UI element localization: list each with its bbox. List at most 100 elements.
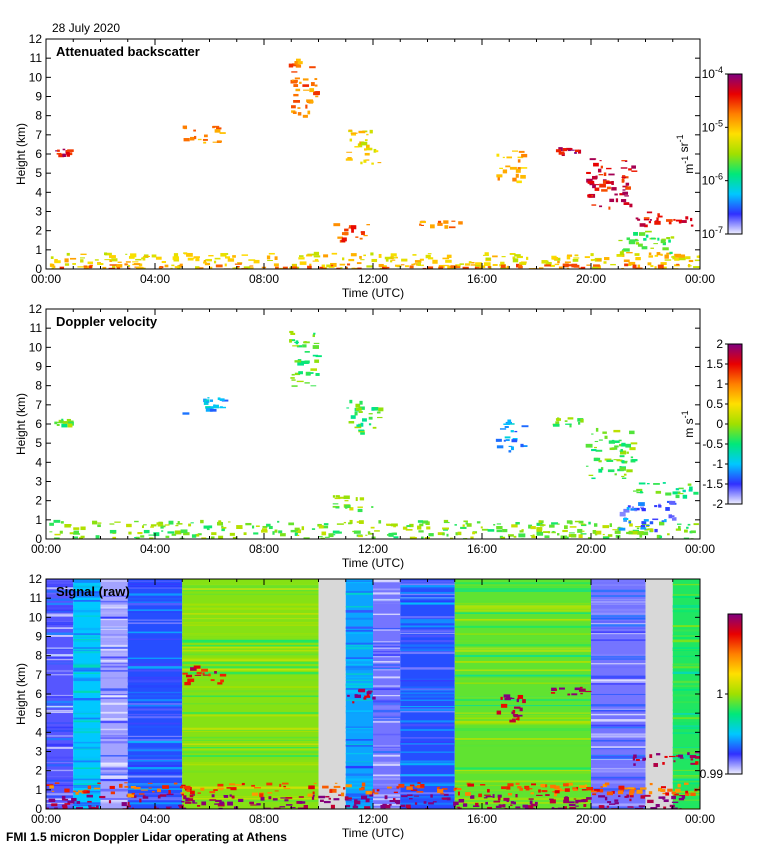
signal-streak [46, 694, 74, 697]
signal-band [318, 579, 346, 809]
signal-streak [454, 676, 591, 678]
data-cell [605, 181, 613, 184]
data-cell [470, 795, 475, 799]
data-cell [197, 138, 202, 141]
data-cell [500, 804, 505, 807]
data-cell [594, 446, 597, 449]
signal-streak [73, 720, 101, 723]
data-cell [671, 807, 678, 809]
signal-streak [345, 766, 373, 769]
data-cell [497, 796, 501, 801]
signal-streak [100, 656, 128, 659]
data-cell [626, 251, 633, 254]
data-cell [206, 258, 213, 262]
data-cell [483, 797, 488, 799]
data-cell [668, 239, 671, 243]
signal-streak [373, 761, 401, 763]
data-cell [698, 255, 700, 259]
data-cell [635, 239, 639, 242]
data-cell [502, 156, 505, 159]
data-cell [374, 792, 379, 795]
data-cell [593, 162, 599, 167]
data-cell [600, 786, 603, 788]
data-cell [157, 524, 164, 527]
signal-streak [591, 681, 646, 684]
signal-streak [591, 617, 646, 620]
data-cell [342, 257, 345, 261]
signal-streak [100, 677, 128, 679]
signal-streak [591, 726, 646, 729]
data-cell [378, 263, 384, 268]
data-cell [359, 237, 363, 240]
data-cell [687, 483, 692, 486]
data-cell [49, 531, 53, 533]
data-cell [414, 260, 422, 263]
data-cell [141, 525, 144, 529]
signal-streak [400, 688, 455, 691]
signal-streak [182, 584, 319, 587]
data-cell [511, 524, 518, 528]
signal-streak [591, 733, 646, 735]
data-cell [128, 255, 135, 259]
data-cell [141, 267, 146, 269]
data-cell [619, 467, 626, 471]
data-cell [504, 436, 511, 439]
data-cell [371, 407, 375, 411]
data-cell [673, 760, 676, 763]
data-cell [188, 523, 192, 527]
data-cell [291, 63, 297, 67]
signal-streak [400, 760, 455, 763]
data-cell [515, 263, 520, 268]
data-cell [580, 524, 587, 527]
signal-streak [73, 719, 101, 721]
data-cell [588, 521, 591, 525]
data-cell [639, 223, 646, 227]
signal-streak [127, 657, 183, 659]
signal-streak [46, 696, 74, 698]
data-cell [620, 199, 627, 203]
signal-streak [345, 644, 373, 647]
data-cell [455, 532, 458, 536]
y-tick-label: 0 [35, 802, 42, 816]
data-cell [552, 423, 560, 427]
data-cell [285, 797, 293, 799]
data-cell [513, 535, 517, 538]
data-cell [554, 263, 560, 266]
data-cell [201, 668, 208, 672]
data-cell [661, 520, 665, 523]
data-cell [272, 531, 275, 535]
data-cell [566, 264, 573, 267]
data-cell [432, 801, 437, 803]
signal-streak [46, 647, 74, 649]
data-cell [455, 264, 461, 267]
signal-streak [127, 680, 183, 683]
data-cell [630, 508, 637, 511]
data-cell [161, 261, 167, 264]
signal-streak [454, 647, 591, 650]
data-cell [209, 406, 214, 409]
data-cell [291, 105, 296, 109]
data-cell [137, 532, 143, 535]
data-cell [291, 71, 298, 73]
data-cell [503, 423, 510, 425]
data-cell [138, 793, 145, 795]
data-cell [357, 508, 363, 513]
data-cell [75, 791, 79, 795]
data-cell [652, 518, 659, 521]
data-cell [77, 266, 84, 268]
data-cell [153, 532, 160, 537]
data-cell [353, 267, 361, 269]
signal-streak [127, 708, 183, 711]
data-cell [219, 673, 227, 677]
data-cell [212, 125, 220, 128]
data-cell [443, 519, 449, 523]
data-cell [647, 528, 653, 530]
signal-streak [73, 711, 101, 714]
data-cell [309, 263, 312, 267]
data-cell [296, 534, 300, 537]
data-cell [203, 141, 207, 144]
data-cell [587, 180, 595, 184]
data-cell [314, 78, 318, 81]
data-cell [496, 710, 502, 715]
signal-streak [373, 598, 401, 601]
